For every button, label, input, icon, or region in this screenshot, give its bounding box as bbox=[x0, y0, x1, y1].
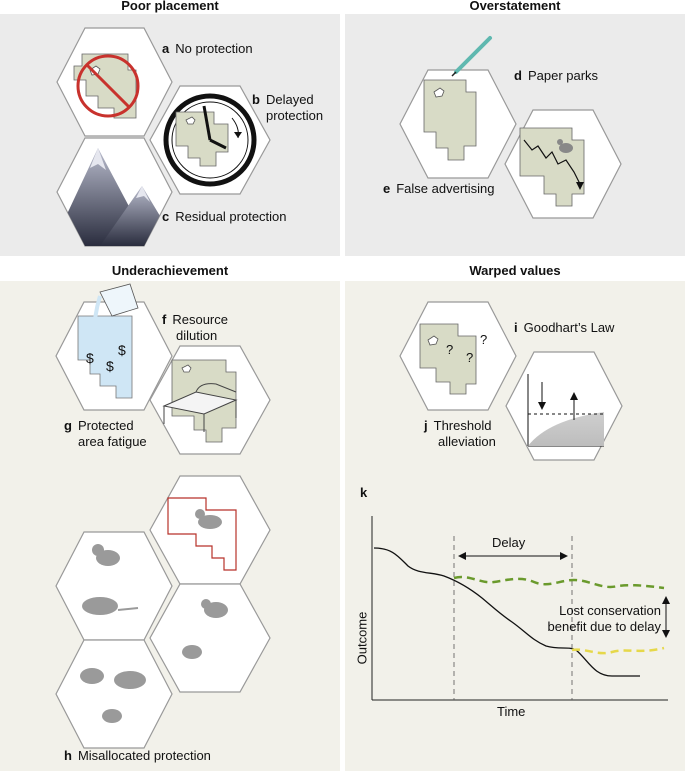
section-title-underachievement: Underachievement bbox=[111, 263, 229, 278]
dollar-sign-2: $ bbox=[118, 342, 126, 358]
label-i: i Goodhart’s Law bbox=[514, 320, 615, 335]
x-axis-label: Time bbox=[497, 704, 526, 719]
hexagon-no-protection bbox=[56, 27, 173, 137]
question-mark-2: ? bbox=[480, 332, 488, 347]
hexagon-threshold-alleviation bbox=[505, 351, 623, 461]
section-title-warped-values: Warped values bbox=[469, 263, 561, 278]
hexagon-bird-rat-frog bbox=[55, 639, 173, 749]
label-c: c Residual protection bbox=[162, 209, 287, 224]
label-b: b Delayed protection bbox=[252, 92, 324, 123]
hexagon-bird-boundary bbox=[149, 475, 271, 585]
delay-label: Delay bbox=[492, 535, 526, 550]
label-e: e False advertising bbox=[383, 181, 495, 196]
label-d: d Paper parks bbox=[514, 68, 599, 83]
hexagon-goodharts-law bbox=[399, 301, 517, 411]
label-a: a No protection bbox=[162, 41, 253, 56]
panel-warped-values bbox=[345, 281, 685, 771]
label-g: g Protected area fatigue bbox=[64, 418, 147, 449]
hexagon-protected-area-fatigue bbox=[149, 345, 271, 455]
hexagon-bird-rat bbox=[55, 531, 173, 641]
label-h: h Misallocated protection bbox=[64, 748, 211, 763]
label-j: j Threshold alleviation bbox=[424, 418, 496, 449]
hexagon-delayed-protection bbox=[149, 85, 271, 195]
panel-overstatement bbox=[345, 14, 685, 256]
question-mark-3: ? bbox=[466, 350, 474, 365]
delayed-protection-line bbox=[571, 646, 665, 655]
hexagon-paper-parks bbox=[399, 36, 517, 179]
question-mark-1: ? bbox=[446, 342, 454, 357]
y-axis-label: Outcome bbox=[354, 611, 370, 665]
section-title-overstatement: Overstatement bbox=[469, 0, 561, 13]
hexagon-resource-dilution bbox=[55, 283, 173, 411]
label-f: f Resource dilution bbox=[162, 312, 228, 343]
lost-benefit-label: Lost conservation benefit due to delay bbox=[547, 603, 661, 634]
dollar-sign-3: $ bbox=[106, 358, 114, 374]
hexagon-false-advertising bbox=[504, 109, 622, 219]
panel-letter-k: k bbox=[360, 485, 368, 500]
delay-graph bbox=[371, 516, 670, 701]
section-title-poor-placement: Poor placement bbox=[121, 0, 219, 13]
dollar-sign-1: $ bbox=[86, 350, 94, 366]
hexagon-bird-frog bbox=[149, 583, 271, 693]
early-protection-line bbox=[453, 575, 665, 590]
